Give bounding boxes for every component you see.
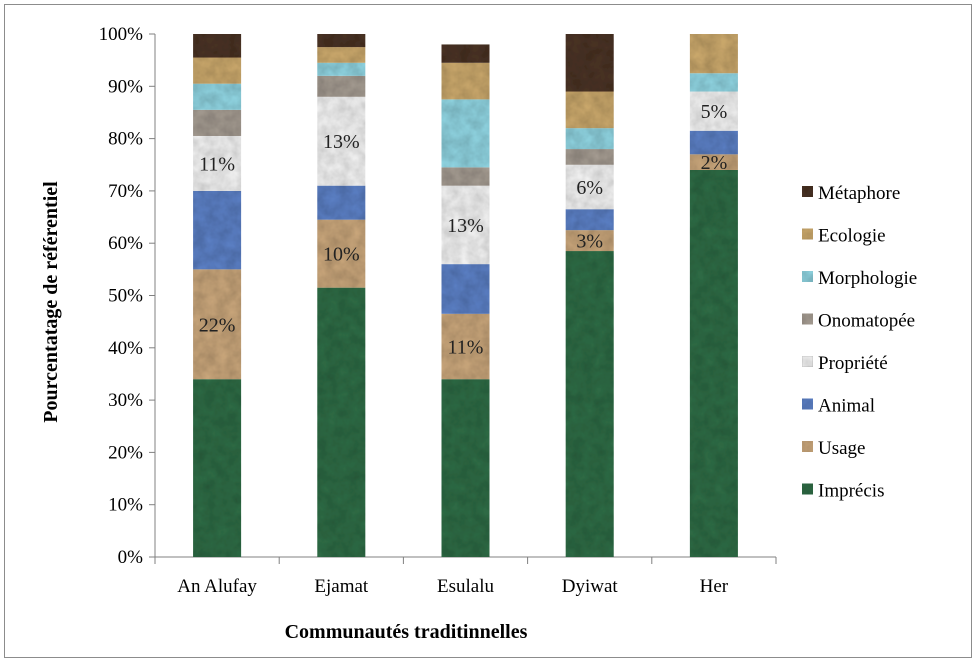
y-tick-label: 90%	[108, 76, 143, 97]
chart-frame: 0% 10% 20% 30% 40% 50% 60% 70% 80% 90% 100% An Aluf…	[4, 4, 972, 658]
legend-swatch	[801, 355, 814, 368]
data-label: 6%	[576, 177, 603, 199]
bar-segment	[441, 264, 490, 314]
bar-segment	[441, 99, 490, 168]
bar-segment	[317, 62, 366, 76]
bar-segment	[193, 109, 242, 136]
legend-label: Ecologie	[818, 226, 886, 247]
bar-segment	[317, 75, 366, 97]
y-tick-label: 20%	[108, 442, 143, 463]
bar-segment	[193, 34, 242, 58]
bar-segment	[317, 96, 366, 186]
legend-swatch	[802, 398, 813, 410]
bar-segment	[689, 91, 738, 131]
bar-segment	[193, 269, 242, 380]
data-label: 13%	[323, 131, 360, 153]
data-label: 22%	[199, 314, 236, 336]
bars	[193, 34, 738, 558]
y-tick-label: 80%	[108, 129, 143, 150]
bar-segment	[193, 379, 242, 557]
bar-segment	[441, 379, 490, 557]
bar-segment	[689, 130, 738, 155]
y-axis-label: Pourcentatage de référentiel	[40, 181, 62, 423]
legend-swatch	[802, 186, 813, 197]
bar-segment	[565, 149, 614, 165]
legend-swatch	[802, 271, 813, 282]
bar-segment	[565, 209, 614, 231]
data-labels: 22% 11% 10% 13% 11% 13% 3% 6% 2% 5%	[199, 101, 727, 358]
legend-label: Morphologie	[818, 268, 917, 289]
legend-label: Onomatopée	[818, 311, 915, 332]
data-label: 11%	[199, 153, 235, 175]
x-tick-label: Her	[700, 576, 729, 597]
bar-segment	[317, 185, 366, 220]
legend-swatch	[802, 228, 813, 240]
legend-swatch	[802, 483, 813, 495]
bar-segment	[317, 287, 366, 557]
legend-label: Métaphore	[818, 183, 900, 204]
bar-segment	[441, 167, 490, 186]
y-tick-label: 50%	[108, 286, 143, 307]
y-tick-label: 10%	[108, 495, 143, 516]
y-tick-label: 60%	[108, 233, 143, 254]
x-tick-label: Dyiwat	[562, 576, 619, 597]
legend-label: Usage	[818, 438, 865, 459]
data-label: 13%	[447, 215, 484, 237]
x-tick-label: Ejamat	[314, 576, 369, 597]
bar-segment	[689, 34, 738, 74]
data-label: 10%	[323, 244, 360, 266]
bar-segment	[565, 34, 614, 92]
bar-segment	[565, 230, 614, 252]
data-label: 5%	[701, 101, 728, 123]
legend-label: Imprécis	[818, 481, 884, 502]
bar-segment	[565, 91, 614, 129]
bar-segment	[441, 313, 490, 380]
bar-segment	[565, 251, 614, 558]
bar-segment	[317, 219, 366, 288]
legend-swatch	[802, 441, 813, 452]
legend-label: Animal	[818, 396, 875, 417]
bar-segment	[193, 57, 242, 84]
bar-segment	[689, 169, 738, 558]
bar-segment	[193, 83, 242, 110]
x-tick-label: An Alufay	[177, 576, 257, 597]
bar-segment	[441, 185, 490, 265]
x-axis-label: Communautés traditinnelles	[285, 621, 528, 643]
y-tick-label: 40%	[108, 338, 143, 359]
y-tick-label: 0%	[118, 547, 144, 568]
y-tick-label: 100%	[99, 24, 144, 45]
data-label: 3%	[576, 231, 603, 253]
bar-segment	[441, 44, 490, 63]
legend-label: Propriété	[818, 353, 888, 374]
x-tick-label: Esulalu	[437, 576, 494, 597]
axes: 0% 10% 20% 30% 40% 50% 60% 70% 80% 90% 100% An Aluf…	[99, 24, 777, 597]
legend-swatch	[802, 313, 813, 325]
bar-segment	[565, 128, 614, 150]
bar-segment	[565, 164, 614, 210]
data-label: 2%	[701, 152, 728, 174]
data-label: 11%	[448, 336, 484, 358]
bar-segment	[317, 34, 366, 48]
stacked-bar-chart: 0% 10% 20% 30% 40% 50% 60% 70% 80% 90% 100% An Aluf…	[40, 24, 917, 643]
bar-segment	[193, 190, 242, 270]
bar-segment	[317, 47, 366, 63]
bar-segment	[689, 154, 738, 170]
y-tick-label: 30%	[108, 390, 143, 411]
legend: Métaphore Ecologie Morphologie Onomatopée Pr…	[801, 183, 917, 502]
y-tick-label: 70%	[108, 181, 143, 202]
bar-segment	[193, 135, 242, 191]
bar-segment	[689, 73, 738, 92]
bar-segment	[441, 62, 490, 100]
